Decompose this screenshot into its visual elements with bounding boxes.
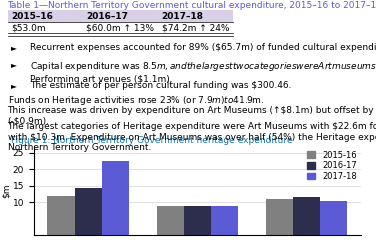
Text: 2017–18: 2017–18 — [162, 12, 204, 21]
Bar — [211, 206, 238, 235]
Text: ►: ► — [11, 60, 17, 70]
Text: Table 1—Northern Territory Government cultural expenditure, 2015–16 to 2017–18: Table 1—Northern Territory Government cu… — [8, 1, 376, 10]
Legend: 2015-16, 2016-17, 2017-18: 2015-16, 2016-17, 2017-18 — [307, 150, 357, 181]
Text: $60.0m ↑ 13%: $60.0m ↑ 13% — [86, 24, 155, 33]
Y-axis label: $m: $m — [2, 184, 11, 198]
Text: ►: ► — [11, 81, 17, 90]
Bar — [75, 187, 102, 235]
Text: 2015–16: 2015–16 — [11, 12, 53, 21]
Bar — [156, 206, 184, 235]
Bar — [184, 206, 211, 235]
Text: $53.0m: $53.0m — [11, 24, 46, 33]
Text: Funds on Heritage activities rose 23% (or $7.9m) to $41.9m.: Funds on Heritage activities rose 23% (o… — [8, 94, 264, 107]
Text: Capital expenditure was $8.5m, and the largest two categories were Art museums (: Capital expenditure was $8.5m, and the l… — [30, 60, 376, 84]
Text: Figure 1. Northern Territory Government heritage expenditure: Figure 1. Northern Territory Government … — [11, 136, 293, 145]
Text: Recurrent expenses accounted for 89% ($65.7m) of funded cultural expenditure.: Recurrent expenses accounted for 89% ($6… — [30, 43, 376, 52]
Text: This increase was driven by expenditure on Art Museums (↑$8.1m) but offset by a : This increase was driven by expenditure … — [8, 106, 376, 126]
Text: 2016–17: 2016–17 — [86, 12, 129, 21]
Bar — [102, 161, 129, 235]
Bar — [320, 201, 347, 235]
Text: $74.2m ↑ 24%: $74.2m ↑ 24% — [162, 24, 229, 33]
Bar — [265, 199, 293, 235]
Text: The largest categories of Heritage expenditure were Art Museums with $22.6m foll: The largest categories of Heritage expen… — [8, 122, 376, 152]
Bar — [47, 196, 75, 235]
Text: ►: ► — [11, 43, 17, 52]
Bar — [293, 197, 320, 235]
Text: The estimate of per person cultural funding was $300.46.: The estimate of per person cultural fund… — [30, 81, 291, 90]
FancyBboxPatch shape — [8, 10, 233, 22]
